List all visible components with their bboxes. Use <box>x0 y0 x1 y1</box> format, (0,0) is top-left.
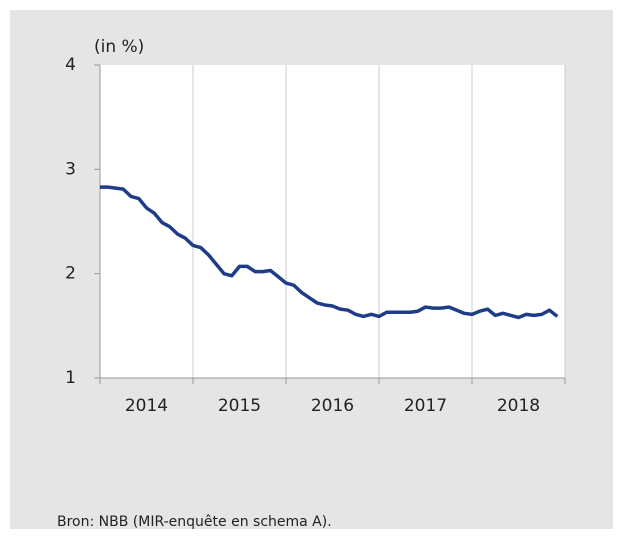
line <box>100 185 559 320</box>
x-tick-label: 2017 <box>404 396 447 416</box>
x-tick-label: 2018 <box>497 396 540 416</box>
x-tick-label: 2014 <box>125 396 168 416</box>
y-tick-label: 2 <box>65 264 76 284</box>
x-tick-label: 2016 <box>311 396 354 416</box>
y-tick-label: 4 <box>65 55 76 75</box>
source: Bron: NBB (MIR-enquête en schema A). <box>57 514 332 530</box>
y-tick-label: 1 <box>65 368 76 388</box>
x-tick-label: 2015 <box>218 396 261 416</box>
y-tick-label: 3 <box>65 159 76 179</box>
plot-area <box>100 65 565 378</box>
unit-label: (in %) <box>94 37 144 57</box>
